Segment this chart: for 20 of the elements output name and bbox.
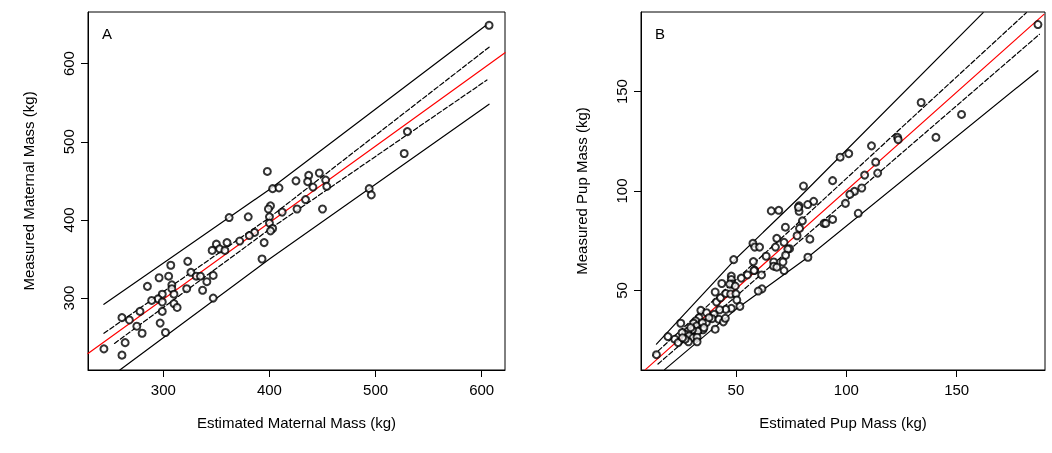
y-tick-label: 300: [60, 285, 77, 311]
x-tick-label: 50: [727, 381, 745, 398]
annotation: A: [102, 25, 113, 42]
y-axis-title: Measured Pup Mass (kg): [573, 107, 590, 275]
y-tick-label: 100: [613, 178, 630, 204]
x-axis-title: Estimated Maternal Mass (kg): [196, 414, 397, 431]
y-tick-label: 400: [60, 207, 77, 233]
y-axis-title: Measured Maternal Mass (kg): [20, 91, 37, 291]
y-tick-label: 150: [613, 79, 630, 105]
x-tick-label: 300: [150, 381, 176, 398]
y-tick-label: 500: [60, 129, 77, 155]
y-tick-label: 50: [613, 282, 630, 299]
x-tick-label: 500: [363, 381, 389, 398]
x-tick-label: 600: [469, 381, 495, 398]
x-tick-label: 150: [944, 381, 970, 398]
annotation: B: [655, 25, 666, 42]
x-axis-title: Estimated Pup Mass (kg): [759, 414, 927, 431]
y-tick-label: 600: [60, 51, 77, 77]
x-tick-label: 100: [833, 381, 859, 398]
x-tick-label: 400: [256, 381, 282, 398]
